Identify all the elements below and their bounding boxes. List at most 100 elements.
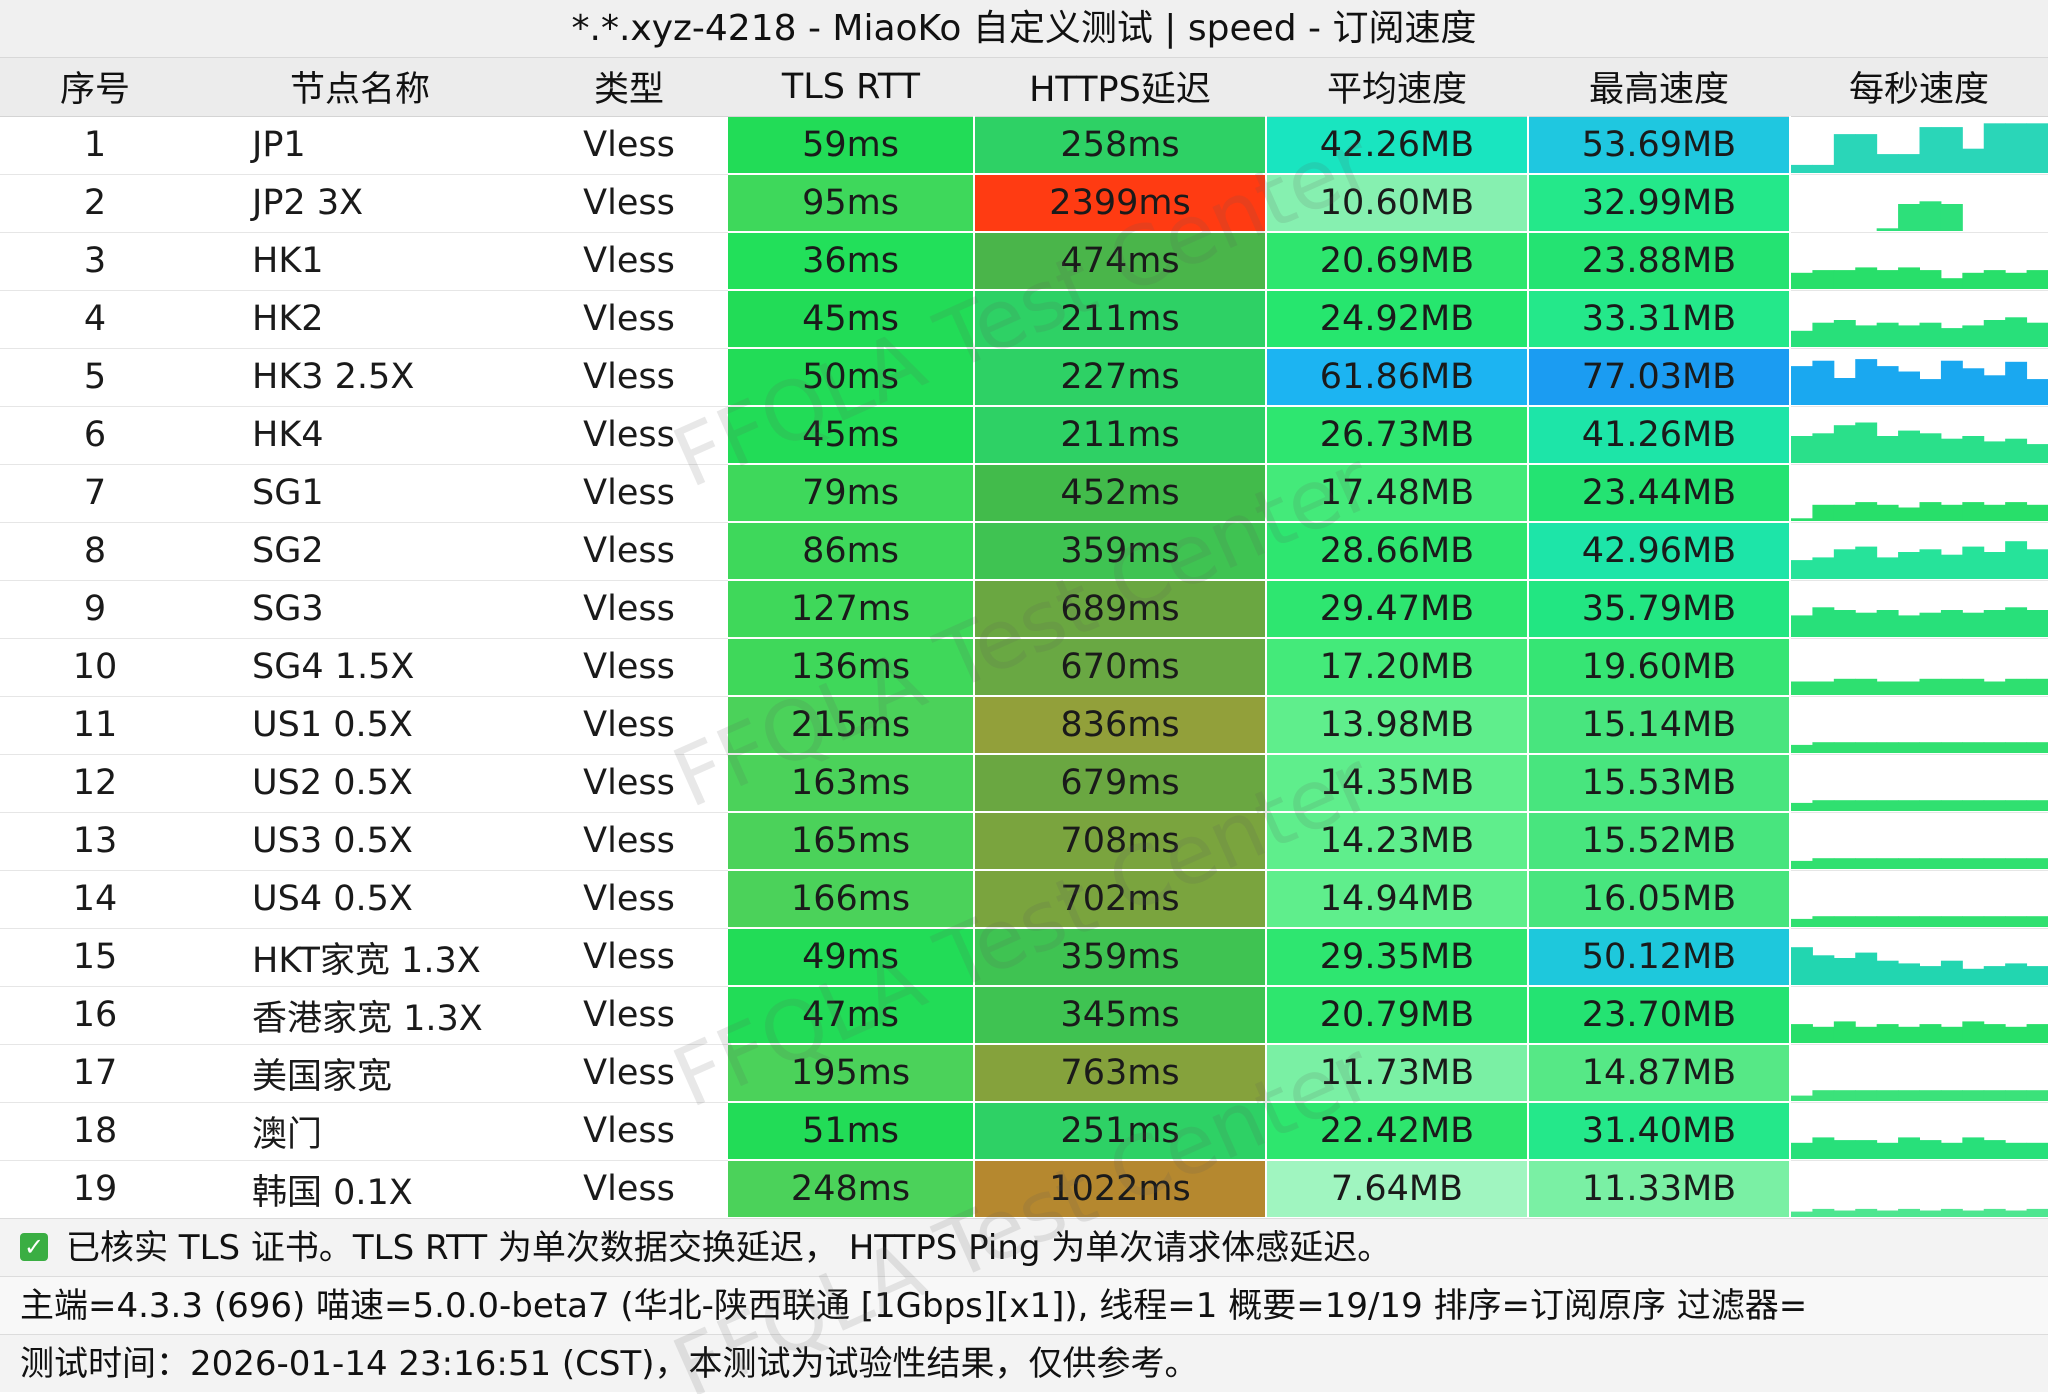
node-type: Vless: [530, 1102, 728, 1161]
sparkline-bar: [1962, 799, 1985, 811]
sparkline-bar: [1855, 857, 1878, 869]
tls-rtt-cell: 165ms: [728, 812, 975, 871]
column-header-average-speed[interactable]: 平均速度: [1266, 58, 1528, 117]
sparkline-bar: [1833, 957, 1856, 985]
sparkline-bar: [1898, 915, 1920, 927]
sparkline-bar: [1833, 1020, 1856, 1043]
sparkline-chart: [1791, 799, 2048, 811]
column-header-index[interactable]: 序号: [0, 58, 190, 117]
node-name: SG4 1.5X: [190, 638, 530, 697]
tls-rtt-cell: 163ms: [728, 754, 975, 813]
sparkline-bar: [1876, 153, 1899, 173]
sparkline-bar: [1940, 438, 1963, 463]
https-latency-cell: 345ms: [974, 986, 1267, 1045]
table-row[interactable]: 16 香港家宽 1.3X Vless 47ms 345ms 20.79MB 23.70MB: [0, 986, 2048, 1045]
table-row[interactable]: 5 HK3 2.5X Vless 50ms 227ms 61.86MB 77.03MB: [0, 348, 2048, 407]
row-index: 6: [0, 406, 190, 465]
node-type: Vless: [530, 928, 728, 987]
table-row[interactable]: 18 澳门 Vless 51ms 251ms 22.42MB 31.40MB: [0, 1102, 2048, 1161]
table-row[interactable]: 14 US4 0.5X Vless 166ms 702ms 14.94MB 16.05MB: [0, 870, 2048, 929]
table-row[interactable]: 4 HK2 Vless 45ms 211ms 24.92MB 33.31MB: [0, 290, 2048, 349]
table-row[interactable]: 11 US1 0.5X Vless 215ms 836ms 13.98MB 15.14MB: [0, 696, 2048, 755]
sparkline-bar: [2005, 606, 2028, 637]
sparkline-bar: [1983, 1208, 2006, 1217]
table-row[interactable]: 9 SG3 Vless 127ms 689ms 29.47MB 35.79MB: [0, 580, 2048, 639]
sparkline-bar: [2005, 915, 2028, 927]
column-header-tls-rtt[interactable]: TLS RTT: [728, 58, 974, 117]
table-row[interactable]: 10 SG4 1.5X Vless 136ms 670ms 17.20MB 19.60MB: [0, 638, 2048, 697]
node-name: HK4: [190, 406, 530, 465]
max-speed-cell: 32.99MB: [1528, 174, 1791, 233]
sparkline-bar: [1919, 741, 1942, 753]
average-speed-cell: 28.66MB: [1266, 522, 1529, 581]
sparkline-bar: [1940, 327, 1963, 347]
per-second-speed-sparkline: [1790, 638, 2048, 697]
column-header-node-name[interactable]: 节点名称: [190, 58, 530, 117]
table-row[interactable]: 1 JP1 Vless 59ms 258ms 42.26MB 53.69MB: [0, 116, 2048, 175]
average-speed-cell: 11.73MB: [1266, 1044, 1529, 1103]
node-name: SG3: [190, 580, 530, 639]
max-speed-cell: 50.12MB: [1528, 928, 1791, 987]
sparkline-chart: [1791, 741, 2048, 753]
tls-rtt-cell: 50ms: [728, 348, 975, 407]
sparkline-bar: [2005, 122, 2028, 173]
sparkline-bar: [1983, 504, 2006, 521]
node-name: HK2: [190, 290, 530, 349]
sparkline-bar: [1940, 126, 1963, 173]
table-row[interactable]: 19 韩国 0.1X Vless 248ms 1022ms 7.64MB 11.33MB: [0, 1160, 2048, 1219]
sparkline-bar: [2026, 443, 2048, 463]
sparkline-bar: [1962, 1210, 1985, 1217]
average-speed-cell: 29.35MB: [1266, 928, 1529, 987]
sparkline-bar: [1940, 915, 1963, 927]
table-row[interactable]: 6 HK4 Vless 45ms 211ms 26.73MB 41.26MB: [0, 406, 2048, 465]
sparkline-bar: [2026, 269, 2048, 289]
tls-rtt-cell: 49ms: [728, 928, 975, 987]
column-header-https-latency[interactable]: HTTPS延迟: [974, 58, 1266, 117]
column-header-type[interactable]: 类型: [530, 58, 728, 117]
column-header-per-second-speed[interactable]: 每秒速度: [1790, 58, 2048, 117]
sparkline-bar: [1876, 1142, 1899, 1159]
sparkline-chart: [1791, 678, 2048, 695]
row-index: 3: [0, 232, 190, 291]
table-row[interactable]: 12 US2 0.5X Vless 163ms 679ms 14.35MB 15.53MB: [0, 754, 2048, 813]
node-name: SG2: [190, 522, 530, 581]
sparkline-bar: [1876, 504, 1899, 521]
sparkline-bar: [1898, 962, 1920, 985]
sparkline-chart: [1791, 1136, 2048, 1159]
https-latency-cell: 452ms: [974, 464, 1267, 523]
sparkline-bar: [2026, 965, 2048, 985]
table-row[interactable]: 8 SG2 Vless 86ms 359ms 28.66MB 42.96MB: [0, 522, 2048, 581]
table-row[interactable]: 3 HK1 Vless 36ms 474ms 20.69MB 23.88MB: [0, 232, 2048, 291]
sparkline-bar: [2005, 272, 2028, 289]
per-second-speed-sparkline: [1790, 348, 2048, 407]
tls-rtt-cell: 86ms: [728, 522, 975, 581]
sparkline-bar: [2026, 378, 2048, 405]
table-row[interactable]: 15 HKT家宽 1.3X Vless 49ms 359ms 29.35MB 50.12MB: [0, 928, 2048, 987]
https-latency-cell: 763ms: [974, 1044, 1267, 1103]
per-second-speed-sparkline: [1790, 696, 2048, 755]
tls-rtt-cell: 215ms: [728, 696, 975, 755]
table-row[interactable]: 13 US3 0.5X Vless 165ms 708ms 14.23MB 15.52MB: [0, 812, 2048, 871]
node-name: 澳门: [190, 1102, 530, 1161]
test-time-line: 测试时间：2026-01-14 23:16:51 (CST)，本测试为试验性结果…: [0, 1334, 2048, 1392]
sparkline-bar: [1983, 122, 2006, 173]
column-header-max-speed[interactable]: 最高速度: [1528, 58, 1790, 117]
table-row[interactable]: 17 美国家宽 Vless 195ms 763ms 11.73MB 14.87MB: [0, 1044, 2048, 1103]
sparkline-bar: [1983, 551, 2006, 579]
tls-rtt-cell: 47ms: [728, 986, 975, 1045]
sparkline-bar: [1940, 857, 1963, 869]
sparkline-bar: [1983, 269, 2006, 289]
sparkline-bar: [1812, 681, 1835, 695]
https-latency-cell: 702ms: [974, 870, 1267, 929]
sparkline-bar: [1940, 960, 1963, 985]
sparkline-bar: [2026, 741, 2048, 753]
sparkline-chart: [1791, 501, 2048, 521]
table-row[interactable]: 7 SG1 Vless 79ms 452ms 17.48MB 23.44MB: [0, 464, 2048, 523]
sparkline-bar: [1919, 678, 1942, 695]
sparkline-bar: [1812, 269, 1835, 289]
sparkline-bar: [1962, 1089, 1985, 1101]
sparkline-bar: [1876, 1210, 1899, 1217]
table-row[interactable]: 2 JP2 3X Vless 95ms 2399ms 10.60MB 32.99MB: [0, 174, 2048, 233]
node-type: Vless: [530, 174, 728, 233]
sparkline-bar: [1962, 1020, 1985, 1043]
